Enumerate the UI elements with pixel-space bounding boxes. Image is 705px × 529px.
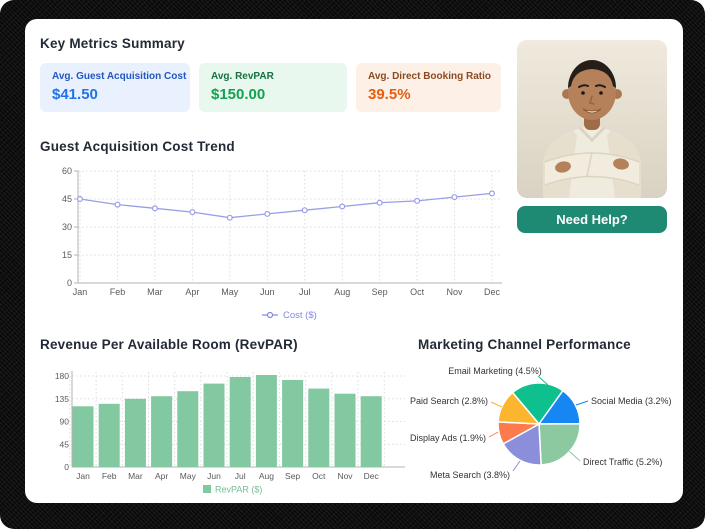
svg-text:Feb: Feb <box>102 471 117 481</box>
line-chart-title: Guest Acquisition Cost Trend <box>40 139 235 154</box>
svg-text:Mar: Mar <box>128 471 143 481</box>
svg-text:90: 90 <box>60 417 70 427</box>
metric-label: Avg. RevPAR <box>211 71 274 82</box>
page-title: Key Metrics Summary <box>40 36 185 51</box>
metric-card-guest-acquisition-cost: Avg. Guest Acquisition Cost $41.50 <box>40 63 190 112</box>
svg-text:Apr: Apr <box>185 287 199 297</box>
need-help-button[interactable]: Need Help? <box>517 206 667 233</box>
metric-card-direct-booking-ratio: Avg. Direct Booking Ratio 39.5% <box>356 63 501 112</box>
svg-text:Jun: Jun <box>207 471 221 481</box>
svg-text:180: 180 <box>55 371 69 381</box>
svg-text:Dec: Dec <box>364 471 380 481</box>
svg-text:Paid Search (2.8%): Paid Search (2.8%) <box>410 396 488 406</box>
svg-text:45: 45 <box>62 194 72 204</box>
svg-text:45: 45 <box>60 439 70 449</box>
pie-chart-title: Marketing Channel Performance <box>418 337 631 352</box>
svg-text:60: 60 <box>62 166 72 176</box>
svg-text:Feb: Feb <box>110 287 126 297</box>
svg-text:30: 30 <box>62 222 72 232</box>
metric-value: 39.5% <box>368 86 411 103</box>
svg-text:Aug: Aug <box>334 287 350 297</box>
svg-text:0: 0 <box>67 278 72 288</box>
metric-value: $150.00 <box>211 86 266 103</box>
svg-text:Display Ads (1.9%): Display Ads (1.9%) <box>410 433 486 443</box>
svg-text:May: May <box>180 471 197 481</box>
dashboard-card: Key Metrics Summary Avg. Guest Acquisiti… <box>25 19 683 503</box>
svg-text:Jan: Jan <box>73 287 88 297</box>
svg-text:Apr: Apr <box>155 471 168 481</box>
metrics-row: Avg. Guest Acquisition Cost $41.50 Avg. … <box>40 63 501 112</box>
svg-text:Nov: Nov <box>446 287 463 297</box>
svg-text:Jan: Jan <box>76 471 90 481</box>
revpar-bar-chart: 0 45 90 135 180 Jan Feb Mar Apr May Jun Jul Aug Sep Oc… <box>55 371 405 495</box>
svg-text:Jun: Jun <box>260 287 275 297</box>
svg-text:Email Marketing (4.5%): Email Marketing (4.5%) <box>448 366 542 376</box>
svg-text:May: May <box>221 287 239 297</box>
svg-text:Sep: Sep <box>285 471 300 481</box>
metric-label: Avg. Direct Booking Ratio <box>368 71 491 82</box>
svg-text:135: 135 <box>55 394 69 404</box>
svg-text:Jul: Jul <box>235 471 246 481</box>
svg-text:RevPAR ($): RevPAR ($) <box>215 485 262 495</box>
svg-text:Social Media (3.2%): Social Media (3.2%) <box>591 396 672 406</box>
svg-text:Nov: Nov <box>337 471 353 481</box>
metric-card-revpar: Avg. RevPAR $150.00 <box>199 63 347 112</box>
metric-label: Avg. Guest Acquisition Cost <box>52 71 187 82</box>
cost-trend-line-chart: 0 15 30 45 60 Jan Feb Mar Apr May Jun Jul Aug Sep Oct N… <box>62 166 502 321</box>
metric-value: $41.50 <box>52 86 98 103</box>
svg-text:15: 15 <box>62 250 72 260</box>
svg-text:0: 0 <box>64 462 69 472</box>
support-agent-photo <box>517 40 667 198</box>
svg-text:Jul: Jul <box>299 287 311 297</box>
svg-text:Oct: Oct <box>312 471 326 481</box>
svg-text:Dec: Dec <box>484 287 501 297</box>
svg-text:Cost ($): Cost ($) <box>283 310 317 321</box>
svg-text:Aug: Aug <box>259 471 274 481</box>
svg-text:Mar: Mar <box>147 287 163 297</box>
man-arms-crossed-illustration <box>517 40 667 198</box>
line-chart-legend: Cost ($) <box>262 310 317 321</box>
svg-text:Oct: Oct <box>410 287 425 297</box>
bar-chart-title: Revenue Per Available Room (RevPAR) <box>40 337 298 352</box>
svg-text:Meta Search (3.8%): Meta Search (3.8%) <box>430 470 510 480</box>
marketing-pie-chart: Email Marketing (4.5%) Social Media (3.2%… <box>410 366 672 480</box>
svg-text:Direct Traffic (5.2%): Direct Traffic (5.2%) <box>583 457 662 467</box>
bar-chart-legend: RevPAR ($) <box>203 485 262 495</box>
svg-text:Sep: Sep <box>372 287 388 297</box>
